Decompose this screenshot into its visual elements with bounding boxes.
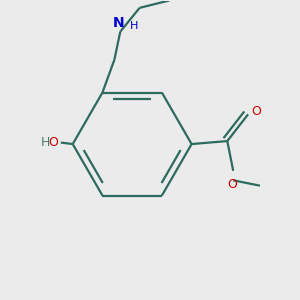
Text: N: N bbox=[113, 16, 124, 30]
Text: O: O bbox=[227, 178, 237, 191]
Text: O: O bbox=[251, 105, 261, 118]
Text: H: H bbox=[41, 136, 50, 149]
Text: H: H bbox=[130, 21, 138, 31]
Text: O: O bbox=[48, 136, 58, 149]
